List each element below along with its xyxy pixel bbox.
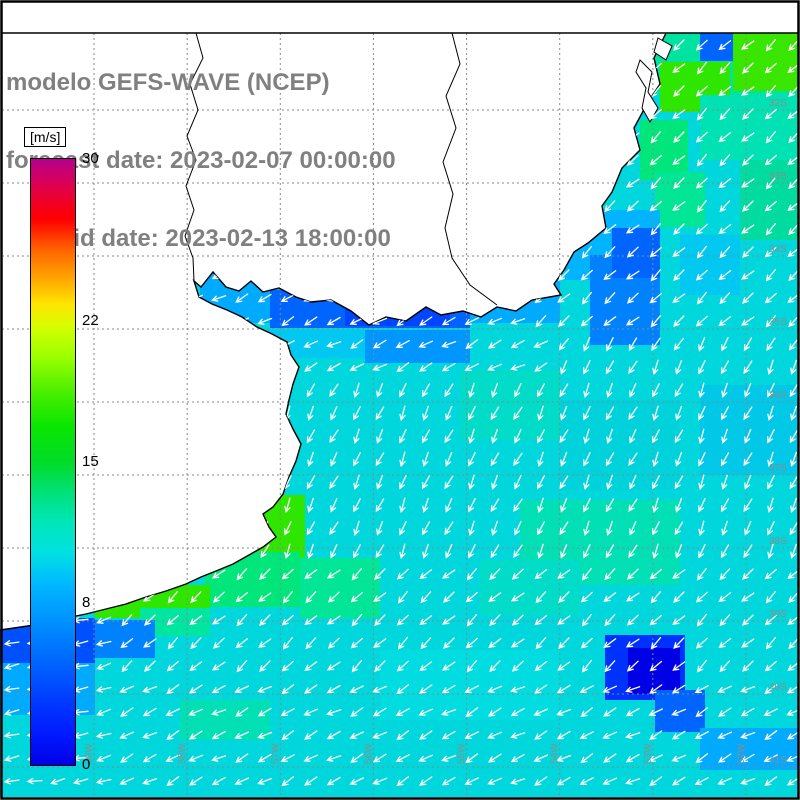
longitude-tick-label: 53W — [643, 743, 654, 764]
valid-date-line: valid date: 2023-02-13 18:00:00 — [40, 225, 391, 252]
river-border-path — [184, 32, 204, 282]
longitude-tick-label: 57W — [270, 743, 281, 764]
coastline-layer — [0, 32, 673, 631]
latitude-tick-label: 33S — [769, 171, 787, 182]
latitude-tick-label: 35S — [769, 317, 787, 328]
wave-speed-cell — [460, 370, 560, 440]
colorbar-tick-label: 22 — [82, 311, 99, 329]
latitude-tick-label: 36S — [769, 390, 787, 401]
wave-speed-cell — [740, 160, 798, 240]
river-border-path — [442, 32, 498, 306]
longitude-tick-label: 59W — [84, 743, 95, 764]
colorbar-tick-label: 8 — [82, 594, 91, 612]
longitude-tick-label: 54W — [550, 743, 561, 764]
colorbar-tick-label: 15 — [82, 453, 99, 470]
forecast-date-line: forecast date: 2023-02-07 00:00:00 — [6, 147, 396, 174]
model-title: modelo GEFS-WAVE (NCEP) — [6, 69, 330, 96]
wave-speed-cell — [560, 400, 680, 490]
longitude-tick-label: 52W — [736, 743, 747, 764]
latitude-tick-label: 37S — [769, 463, 787, 474]
wave-speed-cell — [700, 385, 798, 475]
lagoon-contour — [653, 37, 673, 61]
wave-speed-cell — [380, 650, 560, 720]
latitude-tick-label: 38S — [769, 536, 787, 547]
longitude-tick-label: 55W — [457, 743, 468, 764]
longitude-tick-label: 56W — [363, 743, 374, 764]
latitude-tick-label: 39S — [769, 609, 787, 620]
axis-tick-labels: 59W 58W 57W 56W 55W 54W 53W 52W 32S 33S 34S 35S 36S 3… — [84, 98, 787, 766]
wave-speed-cell — [480, 560, 580, 615]
wave-speed-cell — [680, 235, 740, 295]
latitude-tick-label: 40S — [769, 682, 787, 693]
lagoon-contour — [635, 59, 659, 124]
wave-speed-cell — [640, 120, 688, 180]
latitude-tick-label: 41S — [769, 755, 787, 766]
coastline-path — [0, 32, 667, 631]
colorbar-tick-label: 30 — [82, 150, 99, 167]
colorbar-tick-label: 0 — [82, 756, 91, 773]
wave-speed-cell — [365, 330, 470, 363]
title-block: modelo GEFS-WAVE (NCEP) forecast date: 2… — [6, 18, 396, 304]
colorbar-gradient — [30, 158, 76, 766]
wave-speed-cell — [300, 558, 380, 618]
colorbar-unit-label: [m/s] — [24, 127, 67, 147]
latitude-tick-label: 34S — [769, 244, 787, 255]
wave-speed-cell — [700, 33, 733, 61]
wave-speed-cell — [655, 172, 705, 227]
longitude-tick-label: 58W — [177, 743, 188, 764]
wave-speed-cell — [700, 95, 798, 160]
wave-speed-cell — [180, 700, 270, 740]
wave-speed-cell — [95, 620, 155, 658]
latitude-tick-label: 32S — [769, 98, 787, 109]
wave-speed-cell — [733, 33, 798, 91]
wave-speed-cell — [628, 648, 680, 694]
